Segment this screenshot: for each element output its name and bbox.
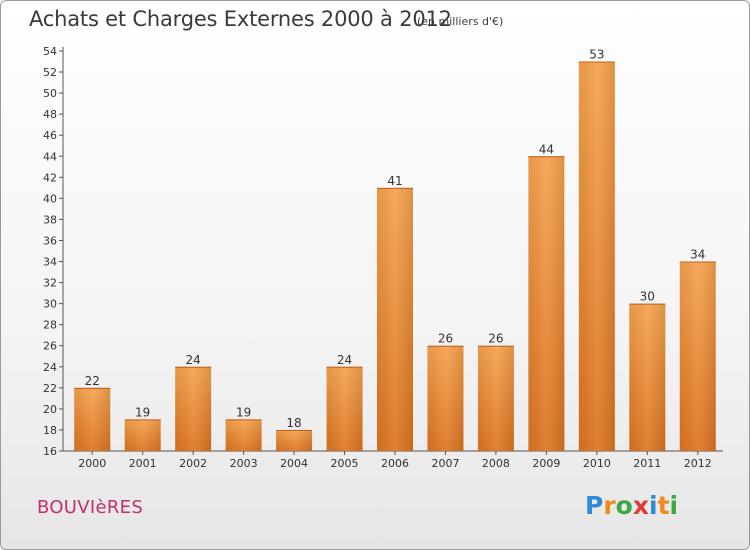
data-label: 34 (690, 248, 705, 262)
x-tick-label: 2004 (280, 457, 308, 470)
chart-title: Achats et Charges Externes 2000 à 2012 (29, 7, 452, 31)
data-label: 44 (539, 142, 554, 156)
data-label: 53 (589, 48, 604, 62)
x-tick-label: 2003 (230, 457, 258, 470)
logo-letter: i (669, 491, 679, 520)
x-tick-label: 2006 (381, 457, 409, 470)
y-tick-label: 24 (43, 361, 57, 374)
x-tick-label: 2005 (331, 457, 359, 470)
y-tick-label: 32 (43, 277, 57, 290)
y-tick-label: 46 (43, 129, 57, 142)
logo-letter: o (615, 491, 633, 520)
x-tick-label: 2007 (431, 457, 459, 470)
y-tick-label: 52 (43, 66, 57, 79)
x-tick-label: 2002 (179, 457, 207, 470)
x-tick-label: 2008 (482, 457, 510, 470)
axes: 16 18 20 22 24 26 28 30 32 34 36 38 40 42 44 46 48 50 52 54… (43, 45, 723, 470)
proxiti-logo: Proxiti (585, 491, 678, 520)
y-tick-label: 30 (43, 298, 57, 311)
logo-letter: i (649, 491, 658, 520)
data-label: 24 (337, 353, 352, 367)
y-tick-label: 50 (43, 87, 57, 100)
data-label: 41 (387, 174, 402, 188)
logo-letter: P (585, 491, 604, 520)
bar-shade (276, 429, 313, 451)
y-tick-label: 40 (43, 192, 57, 205)
y-tick-label: 20 (43, 403, 57, 416)
y-tick-label: 42 (43, 171, 57, 184)
bar-shade (326, 366, 363, 451)
y-tick-label: 18 (43, 424, 57, 437)
y-tick-label: 54 (43, 45, 57, 58)
value-labels: 22 19 24 19 18 24 41 26 26 44 53 30 34 (85, 48, 706, 430)
y-tick-label: 36 (43, 234, 57, 247)
data-label: 18 (286, 416, 301, 430)
bars (74, 61, 716, 452)
bar-shade (528, 156, 565, 451)
y-tick-label: 34 (43, 256, 57, 269)
y-tick-label: 26 (43, 340, 57, 353)
data-label: 26 (488, 332, 503, 346)
x-tick-label: 2009 (532, 457, 560, 470)
bar-shade (225, 419, 262, 451)
x-tick-label: 2010 (583, 457, 611, 470)
x-tick-label: 2001 (129, 457, 157, 470)
chart-subtitle: (en milliers d'€) (417, 15, 504, 28)
data-label: 19 (135, 405, 150, 419)
bar-shade (124, 419, 161, 451)
x-tick-label: 2011 (633, 457, 661, 470)
bar-shade (477, 345, 514, 451)
x-tick-label: 2012 (684, 457, 712, 470)
data-label: 22 (85, 374, 100, 388)
y-tick-label: 38 (43, 213, 57, 226)
bar-shade (427, 345, 464, 451)
logo-letter: t (657, 491, 670, 520)
y-tick-label: 16 (43, 445, 57, 458)
bar-shade (377, 187, 413, 451)
logo-letter: x (632, 491, 649, 520)
bar-shade (629, 303, 666, 451)
logo-letter: r (603, 491, 616, 520)
y-tick-label: 22 (43, 382, 57, 395)
commune-name: BOUVIèRES (37, 497, 144, 518)
bar-shade (74, 387, 111, 451)
data-label: 26 (438, 332, 453, 346)
y-tick-label: 48 (43, 108, 57, 121)
data-label: 24 (186, 353, 201, 367)
x-tick-label: 2000 (78, 457, 106, 470)
bar-shade (175, 366, 212, 451)
bar-shade (578, 61, 615, 452)
y-tick-label: 44 (43, 150, 57, 163)
data-label: 19 (236, 405, 251, 419)
data-label: 30 (640, 290, 655, 304)
bar-shade (679, 261, 716, 451)
y-tick-label: 28 (43, 319, 57, 332)
